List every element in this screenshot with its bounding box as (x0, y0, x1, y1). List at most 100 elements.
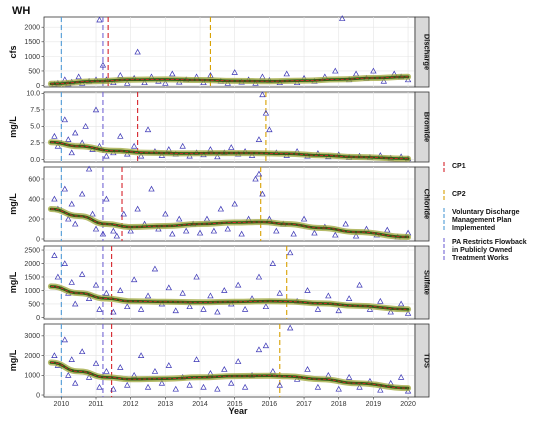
data-point (51, 195, 58, 202)
data-point (252, 175, 259, 182)
data-point (262, 109, 270, 116)
data-point (255, 273, 263, 280)
y-tick-label: 200 (28, 216, 40, 223)
y-tick-label: 2000 (24, 25, 40, 32)
data-point (68, 356, 75, 362)
panel-strip (414, 245, 430, 320)
data-point (54, 273, 62, 280)
data-point (210, 227, 218, 234)
data-point (144, 126, 152, 133)
x-tick-label: 2015 (227, 401, 243, 408)
data-point (356, 383, 363, 390)
data-point (51, 132, 58, 139)
data-point (110, 227, 117, 234)
data-point (169, 230, 176, 237)
data-point (217, 205, 225, 212)
data-point (377, 297, 384, 304)
legend-label: CP1 (452, 163, 466, 170)
y-axis-label: mg/L (8, 116, 18, 138)
x-axis-label: Year (228, 406, 248, 416)
legend-item: Voluntary Discharge Management Plan Implem… (443, 208, 520, 232)
panel-bromide: 0.0 2.5 5.0 7.5 10.0 mg/L Bromide (8, 91, 432, 164)
data-point (85, 373, 93, 380)
data-point (151, 368, 159, 374)
data-point (397, 373, 405, 380)
y-tick-label: 1500 (24, 39, 40, 46)
data-point (158, 379, 166, 386)
data-point (182, 227, 190, 234)
data-point (110, 385, 117, 392)
data-point (241, 383, 249, 390)
data-point (144, 292, 152, 299)
data-point (96, 383, 103, 390)
legend: CP1 CP2 Voluntary Discharge Management Plan… (443, 162, 527, 262)
panel-chloride: 0 200 400 600 mg/L Chloride (8, 165, 432, 243)
data-point (241, 305, 249, 312)
chart-title: WH (12, 5, 30, 17)
data-point (338, 15, 346, 21)
panel-label: Discharge (423, 34, 432, 70)
data-point (356, 281, 363, 288)
data-point (290, 230, 297, 237)
y-tick-label: 1000 (24, 54, 40, 61)
x-tick-label: 2012 (123, 401, 139, 408)
data-point (51, 252, 58, 258)
panel-discharge: 0 500 1000 1500 2000 cfs Discharge (8, 15, 432, 90)
data-point (193, 273, 200, 280)
data-point (238, 230, 245, 237)
data-point (65, 215, 72, 222)
data-point (78, 190, 86, 197)
data-point (221, 366, 228, 372)
panel-frame (43, 166, 416, 242)
y-axis-label: mg/L (8, 271, 18, 293)
data-point (124, 381, 131, 388)
fit-line (49, 75, 410, 86)
data-point (134, 48, 141, 55)
data-point (92, 225, 100, 232)
data-point (314, 305, 322, 312)
data-point (234, 281, 242, 288)
data-point (214, 385, 221, 392)
data-point (137, 352, 145, 358)
y-tick-label: 500 (28, 68, 40, 75)
data-point (404, 310, 412, 316)
data-point (75, 73, 82, 80)
data-point (68, 279, 75, 285)
panel-frame (43, 16, 416, 88)
data-point (384, 226, 391, 233)
legend-label: CP2 (452, 191, 466, 198)
legend-item: PA Restricts Flowback in Publicly Owned Tr… (443, 238, 527, 262)
data-point (113, 232, 121, 239)
data-point (117, 132, 124, 139)
data-point (273, 227, 280, 234)
data-point (259, 190, 266, 197)
data-point (311, 229, 318, 236)
data-point (397, 300, 405, 307)
data-point (262, 342, 270, 349)
data-point (99, 230, 107, 237)
y-tick-label: 10.0 (26, 91, 40, 98)
data-point (332, 67, 339, 74)
legend-label: Voluntary Discharge Management Plan Implem… (452, 209, 520, 232)
data-point (387, 308, 394, 315)
y-axis-label: cfs (8, 45, 18, 58)
data-point (304, 287, 311, 293)
data-point (103, 195, 110, 202)
data-point (228, 144, 235, 150)
y-tick-label: 2.5 (30, 140, 40, 147)
data-point (179, 142, 186, 149)
data-point (269, 260, 277, 266)
x-tick-label: 2020 (400, 401, 416, 408)
data-point (176, 215, 183, 222)
data-point (276, 289, 283, 296)
panel-label: TDS (423, 353, 432, 368)
x-tick-label: 2017 (296, 401, 312, 408)
data-point (286, 249, 294, 256)
data-point (304, 366, 311, 372)
data-point (162, 79, 169, 86)
y-axis-label: mg/L (8, 349, 18, 371)
data-point (127, 227, 134, 234)
trend-line (50, 285, 409, 310)
legend-label: PA Restricts Flowback in Publicly Owned Tr… (452, 239, 527, 262)
